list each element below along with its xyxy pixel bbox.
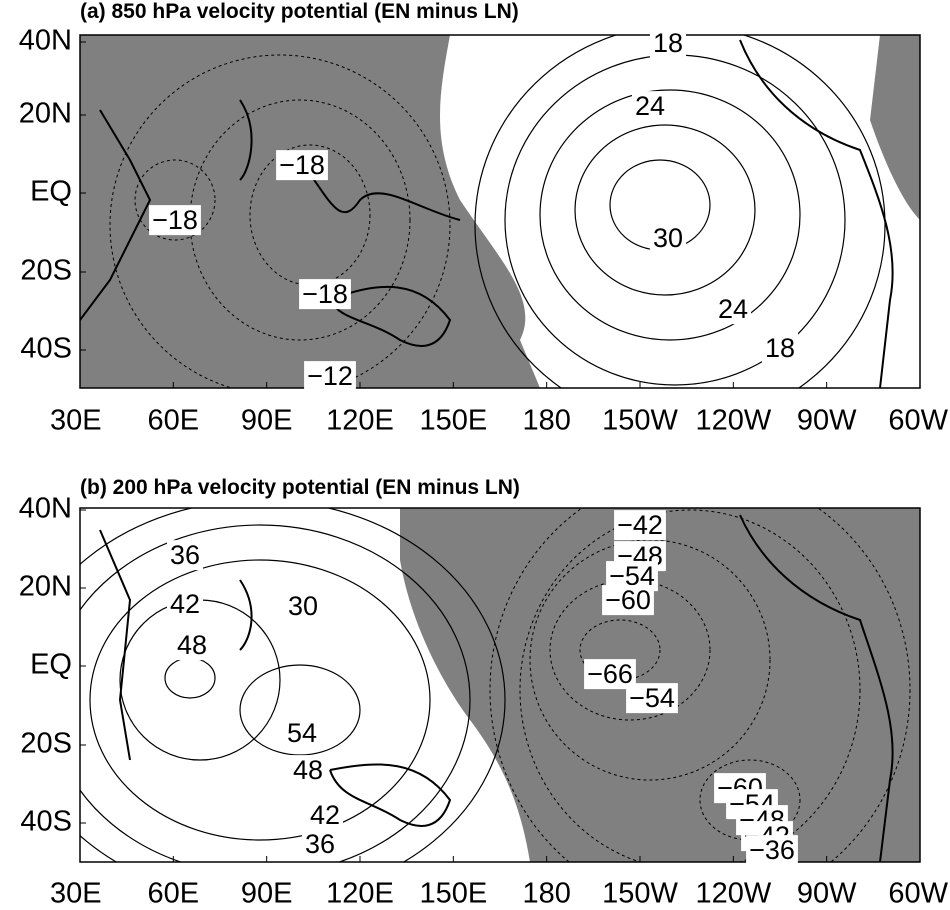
contour-label-background — [746, 835, 798, 866]
contour-label: −54 — [629, 683, 675, 713]
lat-label: 20S — [20, 728, 72, 760]
panel-a-frame — [79, 34, 921, 389]
lon-label: 150E — [419, 405, 487, 437]
lon-label: 180 — [522, 878, 570, 910]
lon-label: 120W — [695, 405, 771, 437]
contour-label-background — [602, 585, 654, 616]
contour-label-background — [166, 589, 204, 620]
contour-label: −42 — [617, 510, 663, 540]
contour-label: 18 — [653, 28, 683, 58]
lat-label: 20N — [19, 98, 72, 130]
lon-label: 60E — [148, 878, 200, 910]
lon-label: 60W — [888, 878, 948, 910]
panel-b-frame — [79, 507, 921, 863]
contour-label: −18 — [302, 279, 348, 309]
contour-label-background — [304, 361, 356, 392]
contour-label: −12 — [307, 361, 353, 391]
lon-label: 150E — [419, 878, 487, 910]
contour-label-background — [276, 150, 328, 181]
lon-label: 90E — [241, 405, 293, 437]
contour-label-background — [149, 205, 201, 236]
lon-label: 120W — [695, 878, 771, 910]
lat-label: 20N — [19, 571, 72, 603]
lon-label: 180 — [522, 405, 570, 437]
contour-label-background — [289, 755, 327, 786]
lat-label: 40S — [20, 333, 72, 365]
contour-label: 30 — [288, 591, 318, 621]
lat-label: EQ — [30, 176, 72, 208]
contour-label-background — [284, 591, 322, 622]
contour-label: 24 — [635, 91, 665, 121]
panel-title: (b) 200 hPa velocity potential (EN minus… — [80, 476, 520, 499]
lat-label: 40N — [19, 25, 72, 57]
contour-label-background — [714, 294, 752, 325]
lon-label: 90W — [797, 878, 857, 910]
contour-label: 18 — [765, 333, 795, 363]
lon-label: 150W — [602, 405, 678, 437]
contour-label: −18 — [279, 150, 325, 180]
contour-label-background — [626, 683, 678, 714]
panel-a-field — [80, 35, 920, 388]
lon-label: 150W — [602, 878, 678, 910]
lon-label: 30E — [50, 405, 102, 437]
contour-label: −66 — [587, 659, 633, 689]
contour-label-background — [649, 223, 687, 254]
lon-label: 90E — [241, 878, 293, 910]
contour-label-background — [283, 718, 321, 749]
contour-label-background — [299, 279, 351, 310]
lat-label: 40N — [19, 493, 72, 525]
contour-label-background — [649, 28, 687, 59]
contour-label: 24 — [718, 294, 748, 324]
contour-label: −60 — [605, 585, 651, 615]
contour-label: 36 — [305, 829, 335, 859]
lon-label: 120E — [326, 405, 394, 437]
contour-label: 54 — [287, 718, 317, 748]
panel-b-field — [80, 508, 920, 862]
contour-label-background — [306, 800, 344, 831]
lon-label: 90W — [797, 405, 857, 437]
lon-label: 60W — [888, 405, 948, 437]
contour-label: 48 — [177, 630, 207, 660]
lon-label: 60E — [148, 405, 200, 437]
contour-label: −18 — [152, 205, 198, 235]
contour-label: 42 — [310, 800, 340, 830]
panel-title: (a) 850 hPa velocity potential (EN minus… — [80, 0, 519, 23]
contour-label-background — [614, 510, 666, 541]
contour-label-background — [761, 333, 799, 364]
contour-label-background — [173, 630, 211, 661]
contour-label: −36 — [749, 835, 795, 865]
contour-label: 30 — [653, 223, 683, 253]
contour-label: 42 — [170, 589, 200, 619]
lon-label: 120E — [326, 878, 394, 910]
lat-label: EQ — [30, 649, 72, 681]
contour-label-background — [166, 540, 204, 571]
contour-label: 48 — [293, 755, 323, 785]
lat-label: 40S — [20, 806, 72, 838]
lon-label: 30E — [50, 878, 102, 910]
contour-label: 36 — [170, 540, 200, 570]
lat-label: 20S — [20, 255, 72, 287]
contour-label-background — [631, 91, 669, 122]
contour-label-background — [301, 829, 339, 860]
